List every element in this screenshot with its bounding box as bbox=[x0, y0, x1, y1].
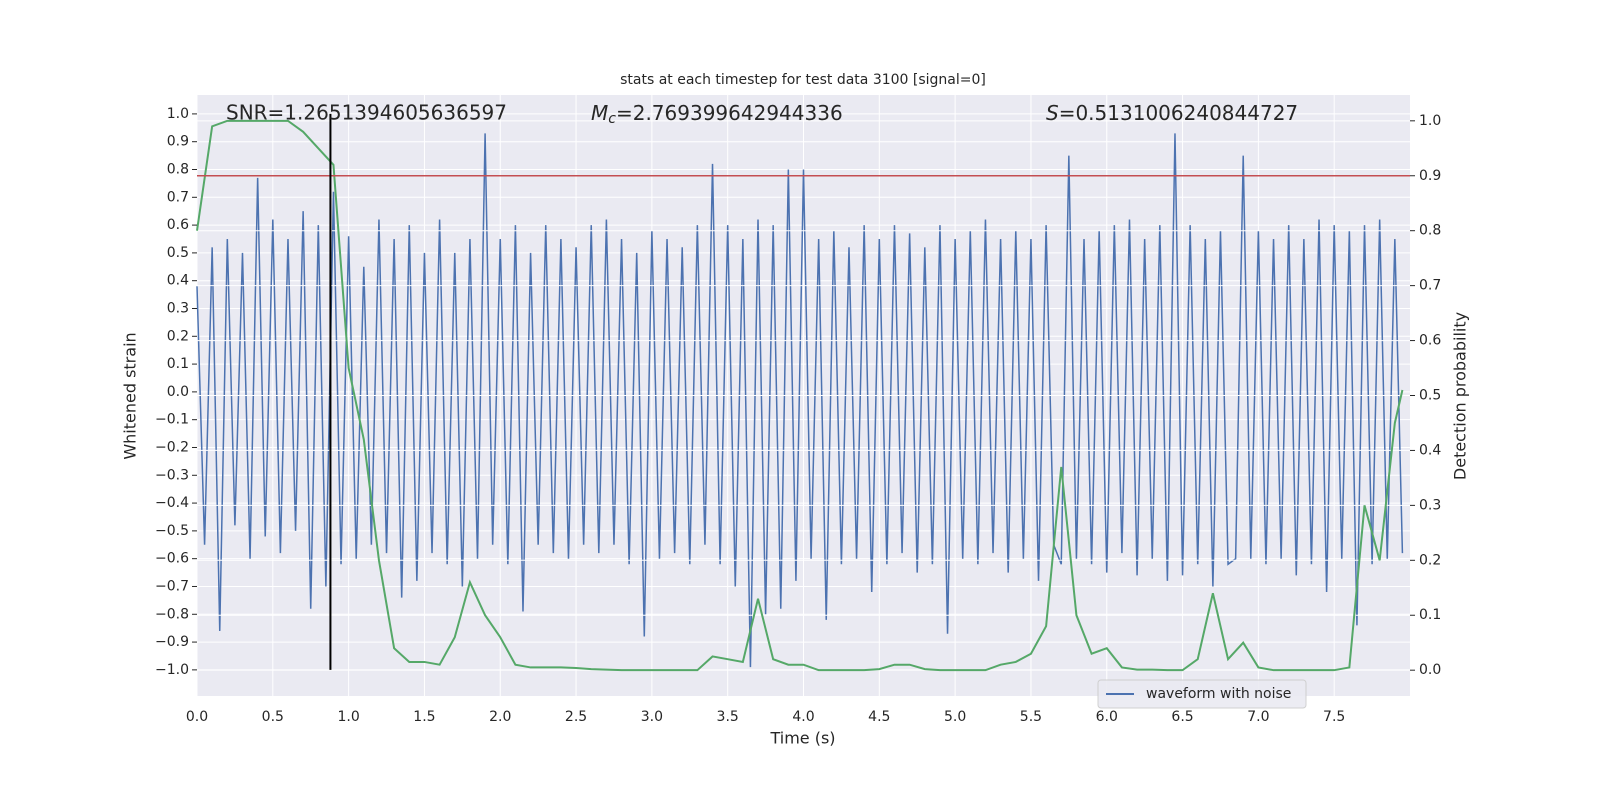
x-tick-label: 5.0 bbox=[944, 709, 966, 725]
x-tick-label: 4.5 bbox=[868, 709, 890, 725]
x-tick-label: 5.5 bbox=[1020, 709, 1042, 725]
x-tick-label: 1.0 bbox=[337, 709, 359, 725]
x-tick-label: 4.0 bbox=[792, 709, 814, 725]
x-axis-label: Time (s) bbox=[769, 729, 835, 748]
y2-tick-label: 1.0 bbox=[1419, 113, 1441, 129]
snr-annotation: SNR=1.2651394605636597 bbox=[226, 101, 507, 125]
y-tick-label: 1.0 bbox=[167, 106, 189, 122]
y2-tick-label: 0.7 bbox=[1419, 278, 1441, 294]
probability-line bbox=[196, 119, 1404, 672]
y-tick-label: −0.5 bbox=[155, 523, 189, 539]
x-tick-label: 2.0 bbox=[489, 709, 511, 725]
y-tick-label: −1.0 bbox=[155, 662, 189, 678]
y-tick-label: 0.4 bbox=[167, 273, 189, 289]
y2-tick-label: 0.4 bbox=[1419, 442, 1441, 458]
y-tick-label: −0.6 bbox=[155, 551, 189, 567]
x-tick-label: 7.5 bbox=[1323, 709, 1345, 725]
y-tick-label: −0.9 bbox=[155, 634, 189, 650]
y2-tick-label: 0.2 bbox=[1419, 552, 1441, 568]
y-tick-label: 0.3 bbox=[167, 300, 189, 316]
y-tick-label: 0.8 bbox=[167, 161, 189, 177]
x-tick-label: 6.5 bbox=[1171, 709, 1193, 725]
y-tick-label: 0.0 bbox=[167, 384, 189, 400]
x-tick-label: 3.5 bbox=[717, 709, 739, 725]
y2-axis-label: Detection probability bbox=[1451, 312, 1470, 480]
y-tick-label: −0.8 bbox=[155, 606, 189, 622]
y-tick-label: 0.6 bbox=[167, 217, 189, 233]
y-tick-label: −0.2 bbox=[155, 439, 189, 455]
y-tick-label: 0.1 bbox=[167, 356, 189, 372]
overlay-layer bbox=[196, 113, 1410, 672]
y2-tick-label: 0.5 bbox=[1419, 388, 1441, 404]
y2-tick-label: 0.1 bbox=[1419, 607, 1441, 623]
s-annotation: S=0.5131006240844727 bbox=[1046, 101, 1298, 125]
x-tick-label: 0.0 bbox=[186, 709, 208, 725]
legend: waveform with noise bbox=[1097, 679, 1307, 709]
y-tick-label: −0.1 bbox=[155, 412, 189, 428]
x-tick-label: 2.5 bbox=[565, 709, 587, 725]
y-tick-label: −0.4 bbox=[155, 495, 189, 511]
s-symbol: S bbox=[1046, 101, 1059, 125]
y2-tick-label: 0.3 bbox=[1419, 497, 1441, 513]
y-tick-label: 0.7 bbox=[167, 189, 189, 205]
y2-tick-label: 0.0 bbox=[1419, 662, 1441, 678]
mc-symbol: M bbox=[591, 101, 608, 125]
y2-tick-label: 0.9 bbox=[1419, 168, 1441, 184]
legend-box bbox=[1097, 679, 1307, 709]
mc-subscript: c bbox=[608, 111, 616, 127]
y-axis-label: Whitened strain bbox=[121, 332, 140, 459]
s-value: =0.5131006240844727 bbox=[1059, 101, 1298, 125]
x-tick-label: 1.5 bbox=[413, 709, 435, 725]
y-tick-label: 0.5 bbox=[167, 245, 189, 261]
y-tick-label: 0.9 bbox=[167, 134, 189, 150]
y2-tick-label: 0.6 bbox=[1419, 333, 1441, 349]
legend-label: waveform with noise bbox=[1146, 686, 1291, 702]
x-tick-label: 7.0 bbox=[1247, 709, 1269, 725]
x-tick-label: 6.0 bbox=[1096, 709, 1118, 725]
y2-tick-label: 0.8 bbox=[1419, 223, 1441, 239]
x-tick-label: 3.0 bbox=[641, 709, 663, 725]
y-tick-label: −0.3 bbox=[155, 467, 189, 483]
chart-title: stats at each timestep for test data 310… bbox=[620, 72, 986, 88]
y-tick-label: −0.7 bbox=[155, 578, 189, 594]
waveform-line bbox=[196, 133, 1404, 668]
x-tick-label: 0.5 bbox=[262, 709, 284, 725]
mc-annotation: Mc=2.769399642944336 bbox=[591, 101, 843, 128]
waveform-layer bbox=[196, 133, 1404, 668]
mc-value: =2.769399642944336 bbox=[616, 101, 843, 125]
y-tick-label: 0.2 bbox=[167, 328, 189, 344]
